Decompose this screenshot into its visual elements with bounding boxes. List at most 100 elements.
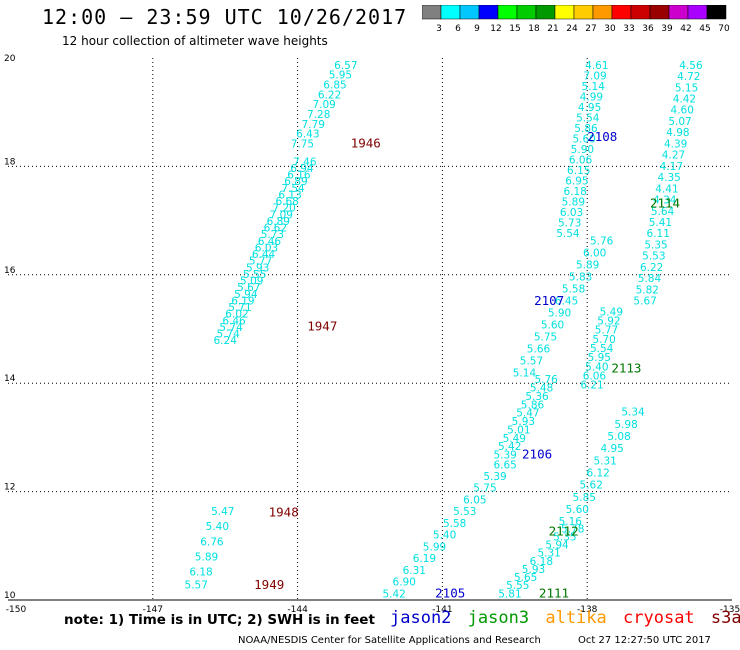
pass-label: 1948	[269, 505, 299, 520]
y-tick-label: 16	[4, 266, 16, 276]
footer-source: NOAA/NESDIS Center for Satellite Applica…	[238, 635, 541, 646]
wave-height-value: 5.93	[522, 564, 545, 576]
colorbar-label: 3	[436, 24, 442, 34]
wave-height-value: 5.95	[588, 352, 611, 364]
x-tick-label: -150	[6, 605, 27, 615]
wave-height-value: 4.35	[657, 172, 680, 184]
wave-height-value: 5.54	[556, 228, 580, 240]
pass-label: 1949	[254, 577, 284, 592]
wave-height-value: 5.57	[520, 356, 543, 368]
wave-height-value: 5.70	[592, 334, 615, 346]
wave-height-value: 5.75	[534, 332, 557, 344]
wave-height-value: 6.19	[413, 553, 436, 565]
wave-height-value: 5.53	[453, 506, 476, 518]
wave-height-value: 4.17	[660, 161, 683, 173]
wave-height-value: 6.46	[258, 236, 282, 248]
wave-height-value: 6.00	[583, 247, 606, 259]
wave-height-value: 4.98	[666, 127, 689, 139]
x-tick-label: -138	[577, 605, 598, 615]
wave-height-value: 4.56	[679, 60, 703, 72]
wave-height-value: 5.98	[614, 419, 637, 431]
wave-height-value: 4.95	[578, 102, 601, 114]
wave-height-value: 5.93	[246, 262, 269, 274]
legend-cryosat: cryosat	[623, 608, 695, 628]
wave-height-value: 5.84	[638, 273, 662, 285]
wave-height-value: 5.01	[507, 424, 530, 436]
wave-height-value: 5.77	[595, 325, 618, 337]
pass-label: 1946	[351, 135, 381, 150]
wave-height-value: 5.48	[530, 383, 553, 395]
colorbar-label: 36	[642, 24, 654, 34]
x-tick-label: -144	[287, 605, 308, 615]
wave-height-value: 5.60	[572, 133, 595, 145]
pass-label: 2108	[587, 129, 617, 144]
pass-label: 2107	[534, 293, 564, 308]
wave-height-value: 5.39	[493, 450, 516, 462]
y-tick-label: 20	[4, 54, 16, 64]
wave-height-value: 5.36	[525, 391, 549, 403]
wave-height-value: 6.19	[231, 295, 254, 307]
wave-height-value: 5.60	[541, 320, 564, 332]
colorbar-label: 27	[585, 24, 596, 34]
wave-height-value: 5.62	[580, 480, 603, 492]
wave-height-value: 6.90	[393, 577, 416, 589]
note-text: note: 1) Time is in UTC; 2) SWH is in fe…	[64, 612, 375, 628]
colorbar-label: 12	[490, 24, 501, 34]
footer-timestamp: Oct 27 12:27:50 UTC 2017	[578, 635, 711, 646]
wave-height-value: 6.22	[640, 262, 663, 274]
wave-height-value: 5.55	[506, 580, 529, 592]
wave-height-value: 6.46	[222, 315, 246, 327]
wave-height-value: 6.45	[555, 296, 578, 308]
colorbar-label: 70	[718, 24, 730, 34]
wave-height-value: 6.68	[275, 196, 298, 208]
x-tick-label: -135	[720, 605, 740, 615]
wave-height-value: 5.81	[498, 588, 521, 600]
wave-height-value: 5.55	[243, 269, 266, 281]
wave-height-value: 6.15	[567, 165, 590, 177]
wave-height-value: 5.57	[185, 580, 208, 592]
wave-height-value: 6.57	[334, 60, 357, 72]
wave-height-value: 6.06	[583, 370, 607, 382]
wave-height-value: 5.90	[571, 144, 594, 156]
wave-height-value: 6.95	[565, 175, 588, 187]
wave-height-value: 5.85	[573, 492, 596, 504]
wave-height-value: 5.92	[597, 316, 620, 328]
wave-height-value: 6.89	[267, 216, 290, 228]
wave-height-value: 5.65	[514, 572, 537, 584]
wave-height-value: 4.27	[662, 150, 685, 162]
pass-label: 2106	[522, 447, 552, 462]
wave-height-value: 5.74	[216, 329, 240, 341]
wave-height-value: 5.35	[553, 531, 576, 543]
y-tick-label: 12	[4, 483, 15, 493]
wave-height-value: 6.05	[463, 494, 486, 506]
wave-height-value: 5.54	[576, 112, 600, 124]
wave-height-value: 4.39	[664, 138, 687, 150]
wave-height-value: 6.03	[255, 242, 278, 254]
wave-height-value: 5.76	[590, 235, 614, 247]
wave-height-value: 5.94	[545, 540, 569, 552]
wave-height-value: 5.09	[240, 276, 263, 288]
wave-height-value: 4.72	[677, 71, 700, 83]
wave-height-value: 4.61	[585, 60, 608, 72]
wave-height-value: 5.78	[561, 523, 584, 535]
colorbar-label: 45	[699, 24, 710, 34]
wave-height-value: 5.31	[537, 548, 560, 560]
wave-height-value: 5.39	[483, 471, 506, 483]
wave-height-value: 6.03	[560, 207, 583, 219]
wave-height-value: 7.54	[281, 183, 305, 195]
colorbar-label: 9	[474, 24, 480, 34]
wave-height-value: 4.41	[655, 183, 678, 195]
wave-height-value: 6.43	[296, 129, 319, 141]
pass-label: 2113	[611, 360, 641, 375]
wave-height-value: 6.16	[287, 170, 311, 182]
wave-height-value: 5.42	[498, 441, 521, 453]
wave-height-value: 6.31	[403, 565, 426, 577]
wave-height-value: 5.89	[562, 196, 585, 208]
wave-height-value: 5.64	[651, 206, 675, 218]
wave-height-value: 5.53	[642, 251, 665, 263]
wave-height-value: 5.40	[433, 530, 456, 542]
wave-height-value: 5.67	[633, 296, 656, 308]
pass-label: 2112	[549, 524, 579, 539]
wave-height-value: 5.35	[644, 239, 667, 251]
page-subtitle: 12 hour collection of altimeter wave hei…	[62, 34, 328, 48]
